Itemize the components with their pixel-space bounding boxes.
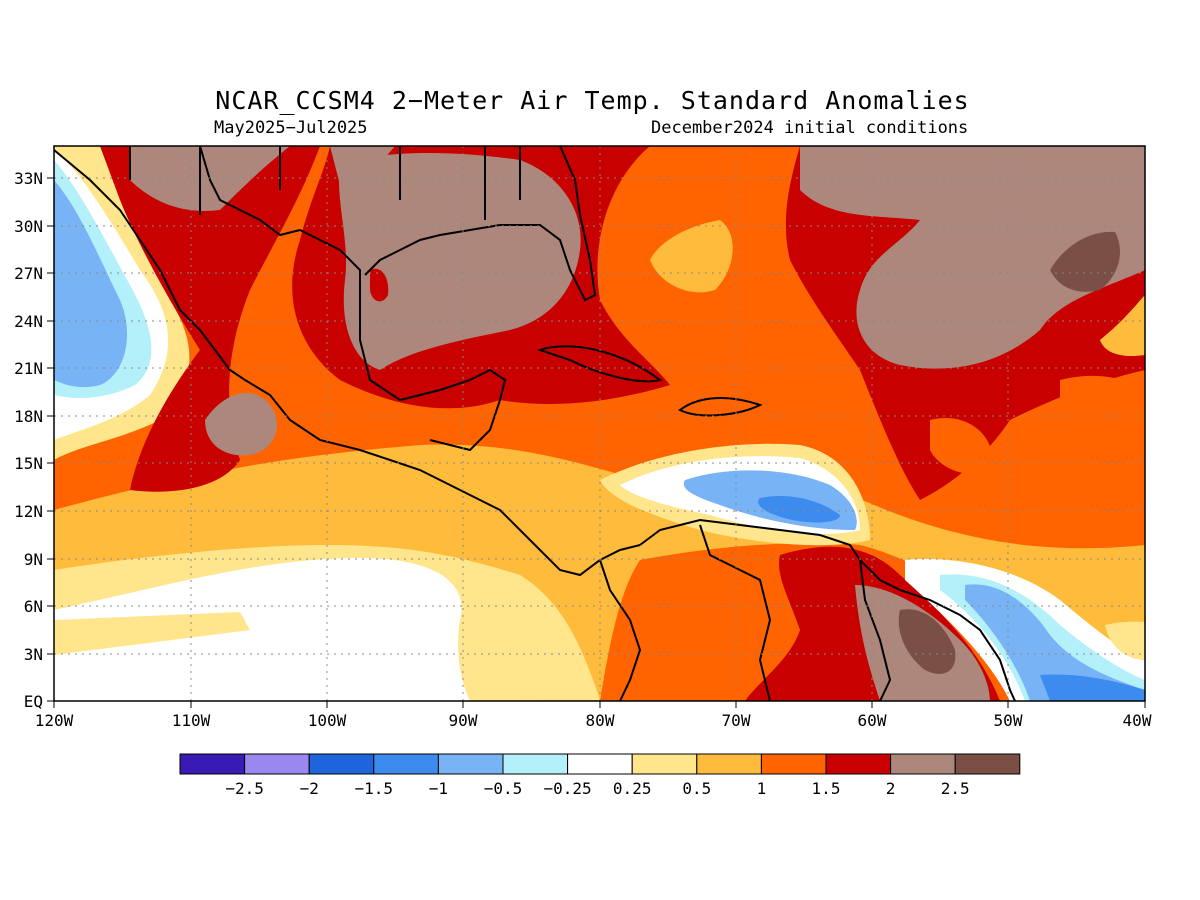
valid-period: May2025−Jul2025 bbox=[214, 118, 368, 138]
chart-title: NCAR_CCSM4 2−Meter Air Temp. Standard An… bbox=[215, 86, 970, 115]
lon-label: 80W bbox=[586, 711, 615, 730]
colorbar-label: 2 bbox=[886, 779, 896, 798]
colorbar-label: −0.25 bbox=[544, 779, 592, 798]
anomaly-field bbox=[54, 146, 1145, 701]
colorbar-swatch bbox=[179, 753, 246, 775]
lat-label: 12N bbox=[14, 502, 43, 521]
lat-label: 18N bbox=[14, 407, 43, 426]
colorbar-swatch bbox=[244, 753, 310, 775]
colorbar-swatch bbox=[502, 753, 569, 775]
colorbar-label: 2.5 bbox=[941, 779, 970, 798]
lat-label: 3N bbox=[24, 645, 43, 664]
colorbar-swatch bbox=[890, 753, 956, 775]
colorbar-label: 1.5 bbox=[812, 779, 841, 798]
lat-label: 33N bbox=[14, 169, 43, 188]
lat-label: 27N bbox=[14, 264, 43, 283]
lon-label: 70W bbox=[722, 711, 751, 730]
lat-label: 15N bbox=[14, 454, 43, 473]
colorbar-label: 0.25 bbox=[613, 779, 652, 798]
lon-label: 50W bbox=[994, 711, 1023, 730]
colorbar-label: −1 bbox=[429, 779, 448, 798]
colorbar-swatch bbox=[373, 753, 439, 775]
colorbar-swatch bbox=[437, 753, 504, 775]
colorbar-label: 1 bbox=[757, 779, 767, 798]
colorbar-swatch bbox=[696, 753, 762, 775]
lon-label: 110W bbox=[172, 711, 211, 730]
lon-label: 90W bbox=[449, 711, 478, 730]
lat-label: 6N bbox=[24, 597, 43, 616]
lat-label: EQ bbox=[24, 692, 43, 711]
lon-label: 120W bbox=[35, 711, 74, 730]
colorbar-label: 0.5 bbox=[682, 779, 711, 798]
lat-label: 24N bbox=[14, 312, 43, 331]
colorbar-label: −0.5 bbox=[484, 779, 523, 798]
axis-ticks bbox=[47, 177, 1146, 708]
colorbar-label: −2 bbox=[300, 779, 319, 798]
colorbar-swatch bbox=[954, 753, 1021, 775]
lat-label: 21N bbox=[14, 359, 43, 378]
colorbar-label: −2.5 bbox=[225, 779, 264, 798]
colorbar-swatch bbox=[760, 753, 827, 775]
colorbar-swatch bbox=[825, 753, 892, 775]
coastlines bbox=[54, 146, 1016, 701]
lon-label: 100W bbox=[308, 711, 347, 730]
lon-label: 40W bbox=[1123, 711, 1152, 730]
colorbar-swatch bbox=[308, 753, 375, 775]
colorbar-label: −1.5 bbox=[355, 779, 394, 798]
initial-conditions: December2024 initial conditions bbox=[651, 118, 969, 138]
colorbar-swatch bbox=[567, 753, 633, 775]
graticule bbox=[54, 146, 1145, 701]
lat-label: 9N bbox=[24, 550, 43, 569]
colorbar-swatch bbox=[631, 753, 698, 775]
lon-label: 60W bbox=[858, 711, 887, 730]
lat-label: 30N bbox=[14, 217, 43, 236]
colorbar: −2.5 −2 −1.5 −1 −0.5 −0.25 0.25 0.5 1 1.5 2 2.5 bbox=[179, 753, 1021, 798]
